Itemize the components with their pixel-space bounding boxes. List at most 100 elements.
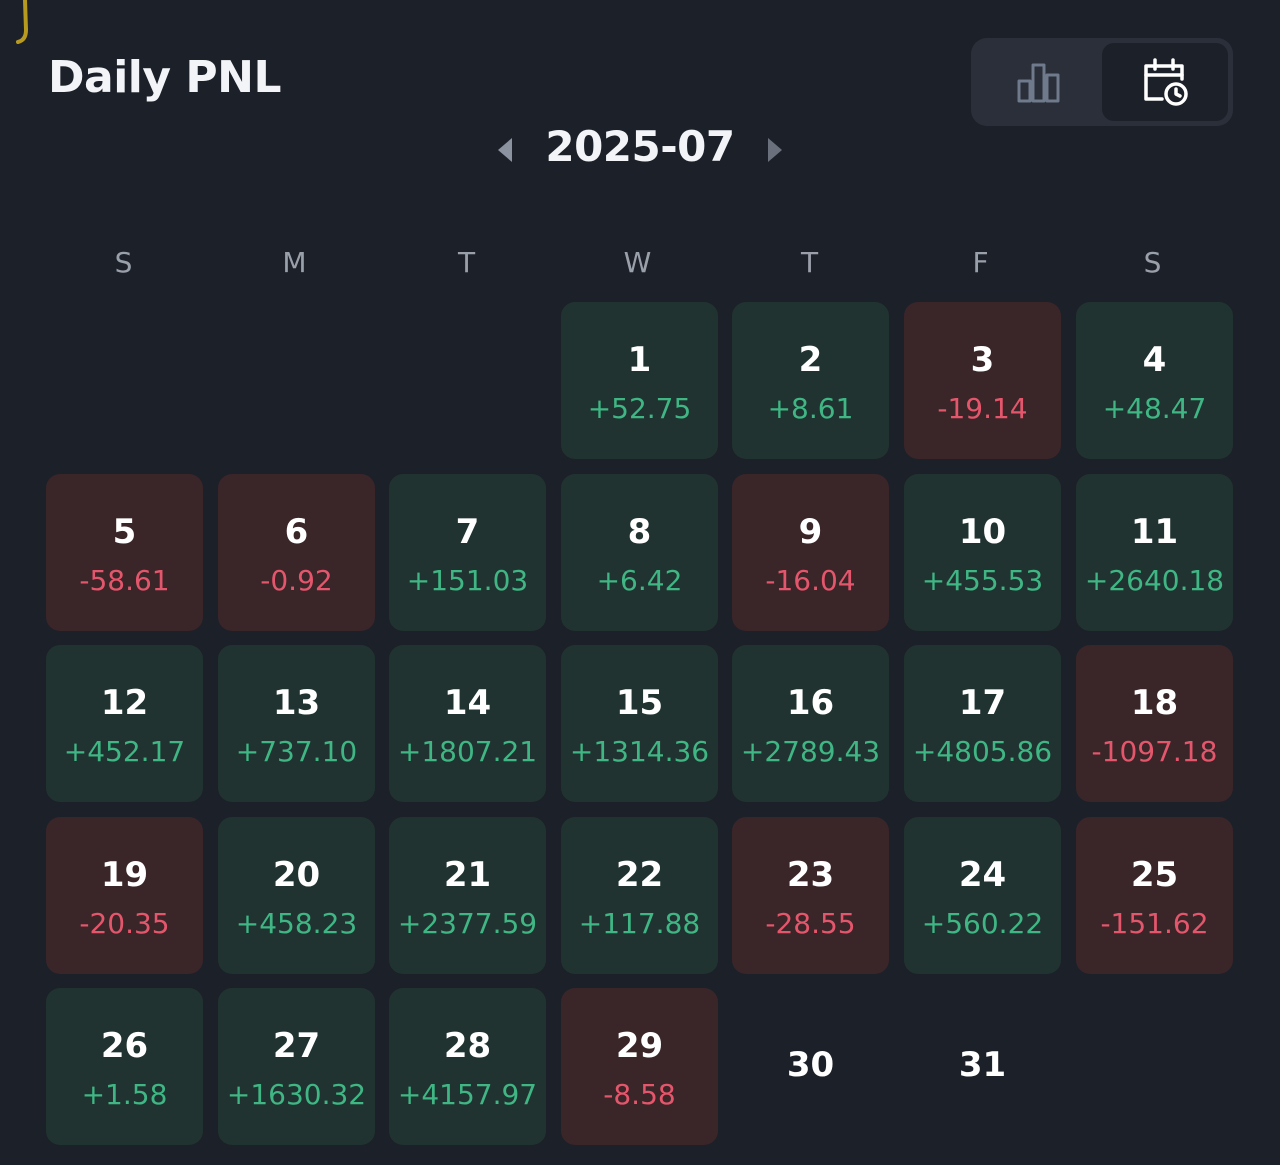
- day-cell[interactable]: 17 +4805.86: [904, 645, 1061, 802]
- day-pnl-value: +4805.86: [912, 735, 1053, 768]
- prev-month-icon[interactable]: [494, 136, 516, 164]
- day-cell[interactable]: 7 +151.03: [389, 474, 546, 631]
- day-pnl-value: +52.75: [587, 392, 692, 425]
- day-number: 14: [443, 683, 492, 723]
- day-cell[interactable]: 21 +2377.59: [389, 817, 546, 974]
- day-cell[interactable]: 11 +2640.18: [1076, 474, 1233, 631]
- day-cell[interactable]: 1 +52.75: [561, 302, 718, 459]
- day-pnl-value: -151.62: [1100, 907, 1209, 940]
- day-pnl-value: +2377.59: [397, 907, 538, 940]
- day-pnl-value: +560.22: [921, 907, 1044, 940]
- day-cell[interactable]: 22 +117.88: [561, 817, 718, 974]
- day-pnl-value: +458.23: [235, 907, 358, 940]
- day-cell[interactable]: 27 +1630.32: [218, 988, 375, 1145]
- day-cell[interactable]: 16 +2789.43: [732, 645, 889, 802]
- view-toggle: [971, 38, 1233, 126]
- day-pnl-value: +4157.97: [397, 1078, 538, 1111]
- weekday-label: M: [282, 246, 307, 279]
- day-pnl-value: +2640.18: [1084, 564, 1225, 597]
- day-pnl-value: -8.58: [603, 1078, 676, 1111]
- day-number: 1: [627, 340, 652, 380]
- day-cell[interactable]: 6 -0.92: [218, 474, 375, 631]
- day-number: 12: [100, 683, 149, 723]
- day-number: 16: [786, 683, 835, 723]
- day-cell[interactable]: 18 -1097.18: [1076, 645, 1233, 802]
- weekday-label: T: [800, 246, 819, 279]
- day-number: 25: [1130, 855, 1179, 895]
- calendar-view-button[interactable]: [1102, 43, 1228, 121]
- day-pnl-value: +1807.21: [397, 735, 538, 768]
- day-cell[interactable]: 8 +6.42: [561, 474, 718, 631]
- day-cell[interactable]: 13 +737.10: [218, 645, 375, 802]
- month-navigation: 2025-07: [0, 118, 1280, 182]
- day-pnl-value: +455.53: [921, 564, 1044, 597]
- day-number: 24: [958, 855, 1007, 895]
- day-cell[interactable]: 20 +458.23: [218, 817, 375, 974]
- day-number: 18: [1130, 683, 1179, 723]
- day-pnl-value: -20.35: [79, 907, 170, 940]
- day-cell[interactable]: 10 +455.53: [904, 474, 1061, 631]
- day-pnl-value: +8.61: [767, 392, 854, 425]
- day-cell[interactable]: 15 +1314.36: [561, 645, 718, 802]
- day-pnl-value: +452.17: [63, 735, 186, 768]
- day-cell[interactable]: 9 -16.04: [732, 474, 889, 631]
- chart-view-button[interactable]: [976, 43, 1102, 121]
- day-number: 5: [112, 512, 137, 552]
- day-number: 29: [615, 1026, 664, 1066]
- day-number: 6: [284, 512, 309, 552]
- day-cell[interactable]: 25 -151.62: [1076, 817, 1233, 974]
- day-number: 3: [970, 340, 995, 380]
- page-title: Daily PNL: [48, 52, 282, 103]
- next-month-icon[interactable]: [764, 136, 786, 164]
- day-pnl-value: +1.58: [81, 1078, 168, 1111]
- day-cell[interactable]: 30: [732, 988, 889, 1145]
- day-number: 17: [958, 683, 1007, 723]
- day-pnl-value: +737.10: [235, 735, 358, 768]
- day-number: 2: [798, 340, 823, 380]
- day-pnl-value: +48.47: [1102, 392, 1207, 425]
- bar-chart-icon: [1017, 63, 1060, 103]
- day-cell[interactable]: 26 +1.58: [46, 988, 203, 1145]
- day-number: 20: [272, 855, 321, 895]
- day-number: 13: [272, 683, 321, 723]
- day-cell[interactable]: 31: [904, 988, 1061, 1145]
- day-cell[interactable]: 12 +452.17: [46, 645, 203, 802]
- day-number: 7: [455, 512, 480, 552]
- day-pnl-value: +1314.36: [569, 735, 710, 768]
- day-number: 30: [786, 1045, 835, 1085]
- day-number: 9: [798, 512, 823, 552]
- day-cell[interactable]: 5 -58.61: [46, 474, 203, 631]
- day-number: 31: [958, 1045, 1007, 1085]
- day-number: 27: [272, 1026, 321, 1066]
- day-number: 19: [100, 855, 149, 895]
- day-number: 15: [615, 683, 664, 723]
- weekday-label: W: [623, 246, 652, 279]
- day-cell[interactable]: 28 +4157.97: [389, 988, 546, 1145]
- day-cell[interactable]: 4 +48.47: [1076, 302, 1233, 459]
- weekday-label: F: [972, 246, 989, 279]
- day-number: 11: [1130, 512, 1179, 552]
- day-cell[interactable]: 19 -20.35: [46, 817, 203, 974]
- marker-scribble: [16, 0, 29, 44]
- day-pnl-value: +2789.43: [740, 735, 881, 768]
- day-cell[interactable]: 29 -8.58: [561, 988, 718, 1145]
- day-cell[interactable]: 2 +8.61: [732, 302, 889, 459]
- weekday-header: S M T W T F S: [38, 246, 1238, 290]
- day-number: 10: [958, 512, 1007, 552]
- day-cell[interactable]: 3 -19.14: [904, 302, 1061, 459]
- weekday-label: T: [457, 246, 476, 279]
- day-cell[interactable]: 24 +560.22: [904, 817, 1061, 974]
- day-number: 4: [1142, 340, 1167, 380]
- day-pnl-value: -1097.18: [1091, 735, 1218, 768]
- day-cell[interactable]: 23 -28.55: [732, 817, 889, 974]
- day-pnl-value: +151.03: [406, 564, 529, 597]
- day-pnl-value: +6.42: [596, 564, 683, 597]
- day-pnl-value: -16.04: [765, 564, 856, 597]
- day-pnl-value: -58.61: [79, 564, 170, 597]
- day-cell[interactable]: 14 +1807.21: [389, 645, 546, 802]
- day-number: 28: [443, 1026, 492, 1066]
- calendar-clock-icon: [1144, 58, 1188, 106]
- day-pnl-value: -28.55: [765, 907, 856, 940]
- day-number: 26: [100, 1026, 149, 1066]
- day-pnl-value: -19.14: [937, 392, 1028, 425]
